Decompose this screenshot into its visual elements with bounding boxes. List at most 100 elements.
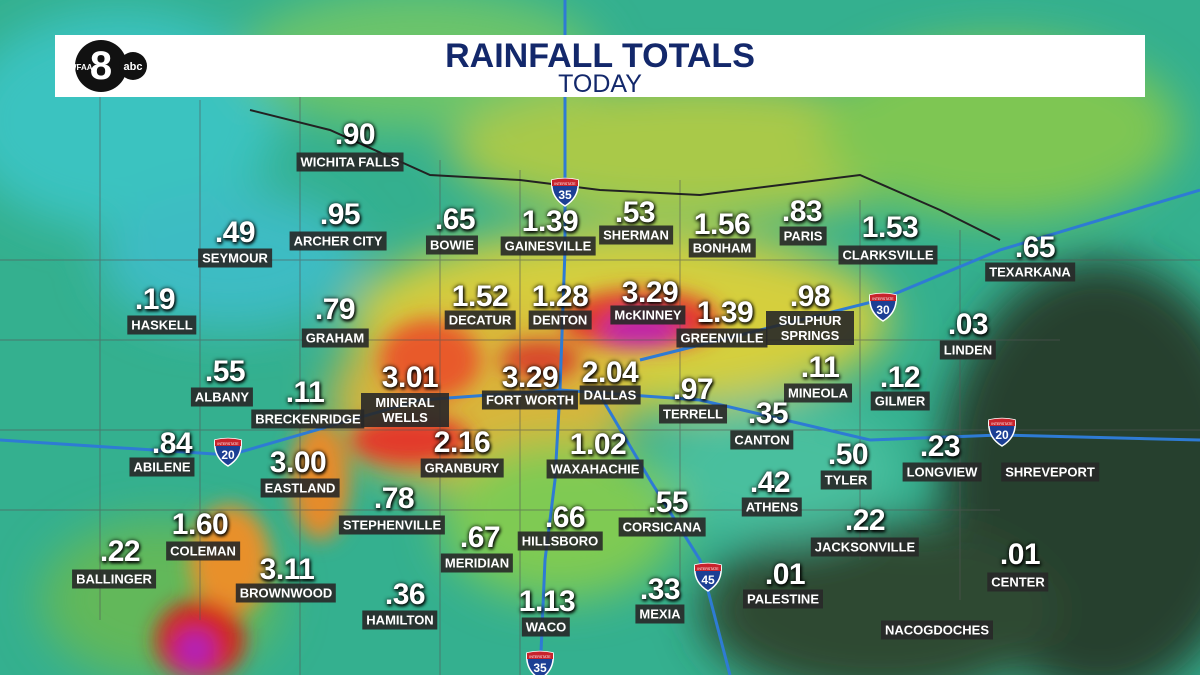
shield-caption: INTERSTATE: [529, 655, 551, 659]
city-name: McKINNEY: [610, 305, 686, 325]
city-name: MERIDIAN: [440, 553, 514, 573]
shield-caption: INTERSTATE: [697, 567, 719, 571]
rain-total: .84: [151, 427, 193, 460]
shield-caption: INTERSTATE: [217, 442, 239, 446]
city-name: HASKELL: [127, 315, 197, 335]
rain-total: .35: [747, 397, 789, 430]
city-name: SHREVEPORT: [1001, 462, 1099, 482]
city-name: EASTLAND: [260, 478, 340, 498]
rain-total: 1.39: [696, 296, 754, 329]
rain-total: 1.13: [518, 585, 576, 618]
header-bar: 8 WFAA abc RAINFALL TOTALS TODAY: [55, 35, 1145, 97]
city-name: CORSICANA: [618, 517, 706, 537]
title: RAINFALL TOTALS: [445, 37, 755, 75]
rain-total: 1.02: [569, 428, 627, 461]
rain-total: .78: [373, 482, 415, 515]
rain-total: 2.16: [433, 426, 491, 459]
city-name: TYLER: [820, 470, 872, 490]
rain-total: .11: [800, 351, 840, 384]
city-name: DECATUR: [444, 310, 516, 330]
city-name: SULPHUR SPRINGS: [766, 311, 854, 345]
city-name: DALLAS: [579, 385, 641, 405]
city-name: HAMILTON: [362, 610, 438, 630]
city-name: BRECKENRIDGE: [251, 409, 365, 429]
interstate-shield: INTERSTATE 20: [988, 417, 1016, 447]
city-name: PARIS: [779, 226, 827, 246]
rain-total: .53: [614, 196, 656, 229]
rain-total: .79: [314, 293, 356, 326]
rain-total: 3.11: [259, 553, 315, 586]
city-name: JACKSONVILLE: [810, 537, 920, 557]
rain-total: 1.28: [531, 280, 589, 313]
rain-total: 3.00: [269, 446, 327, 479]
rain-total: .90: [334, 118, 376, 151]
city-name: SHERMAN: [599, 225, 673, 245]
rain-total: .22: [844, 504, 886, 537]
rain-total: .95: [319, 198, 361, 231]
city-name: CENTER: [987, 572, 1049, 592]
rain-total: .50: [827, 438, 869, 471]
rain-total: .11: [285, 376, 325, 409]
rain-total: 1.60: [171, 508, 229, 541]
logo: 8 WFAA abc: [69, 40, 147, 92]
city-name: CANTON: [730, 430, 794, 450]
shield-number: 35: [558, 188, 572, 202]
logo-number: 8: [90, 44, 112, 88]
rain-total: .19: [134, 283, 176, 316]
city-name: ATHENS: [741, 497, 803, 517]
rain-total: 3.29: [621, 276, 679, 309]
city-name: LONGVIEW: [902, 462, 982, 482]
logo-station: WFAA: [69, 63, 93, 72]
shield-caption: INTERSTATE: [872, 297, 894, 301]
rain-total: .01: [764, 558, 806, 591]
rain-total: 2.04: [581, 356, 639, 389]
rain-total: .97: [672, 373, 714, 406]
city-name: FORT WORTH: [481, 390, 579, 410]
city-name: GREENVILLE: [676, 328, 768, 348]
city-name: GILMER: [870, 391, 930, 411]
subtitle: TODAY: [558, 70, 642, 98]
city-name: GRAHAM: [301, 328, 369, 348]
city-name: TERRELL: [659, 404, 727, 424]
rain-total: .83: [781, 195, 823, 228]
rain-total: .23: [919, 430, 961, 463]
shield-caption: INTERSTATE: [991, 422, 1013, 426]
city-name: TEXARKANA: [985, 262, 1075, 282]
city-name: NACOGDOCHES: [880, 620, 994, 640]
rain-total: 1.52: [451, 280, 509, 313]
rain-total: .65: [434, 203, 476, 236]
rain-total: 1.53: [861, 211, 919, 244]
rain-total: .67: [459, 521, 501, 554]
city-name: MEXIA: [635, 604, 685, 624]
city-name: LINDEN: [939, 340, 997, 360]
city-name: COLEMAN: [166, 541, 240, 561]
shield-caption: INTERSTATE: [554, 182, 576, 186]
shield-number: 20: [995, 428, 1009, 442]
city-name: MINERAL WELLS: [361, 393, 449, 427]
interstate-shield: INTERSTATE 35: [551, 177, 579, 207]
logo-network: abc: [124, 61, 143, 73]
city-name: GAINESVILLE: [500, 236, 596, 256]
rain-total: 1.39: [521, 205, 579, 238]
city-name: BOWIE: [425, 235, 479, 255]
city-name: ABILENE: [129, 457, 195, 477]
shield-number: 30: [876, 303, 890, 317]
rain-total: .55: [204, 355, 246, 388]
interstate-shield: INTERSTATE 30: [869, 292, 897, 322]
city-name: BROWNWOOD: [235, 583, 337, 603]
shield-number: 45: [701, 573, 715, 587]
city-name: SEYMOUR: [198, 248, 272, 268]
city-name: ALBANY: [190, 387, 254, 407]
rain-total: .66: [544, 501, 586, 534]
city-name: DENTON: [528, 310, 592, 330]
shield-number: 35: [533, 661, 547, 675]
city-name: PALESTINE: [743, 589, 823, 609]
rain-total: .55: [647, 486, 689, 519]
shield-number: 20: [221, 448, 235, 462]
rain-total: .03: [947, 308, 989, 341]
interstate-shield: INTERSTATE 20: [214, 437, 242, 467]
city-name: BONHAM: [688, 238, 756, 258]
city-name: CLARKSVILLE: [838, 245, 938, 265]
